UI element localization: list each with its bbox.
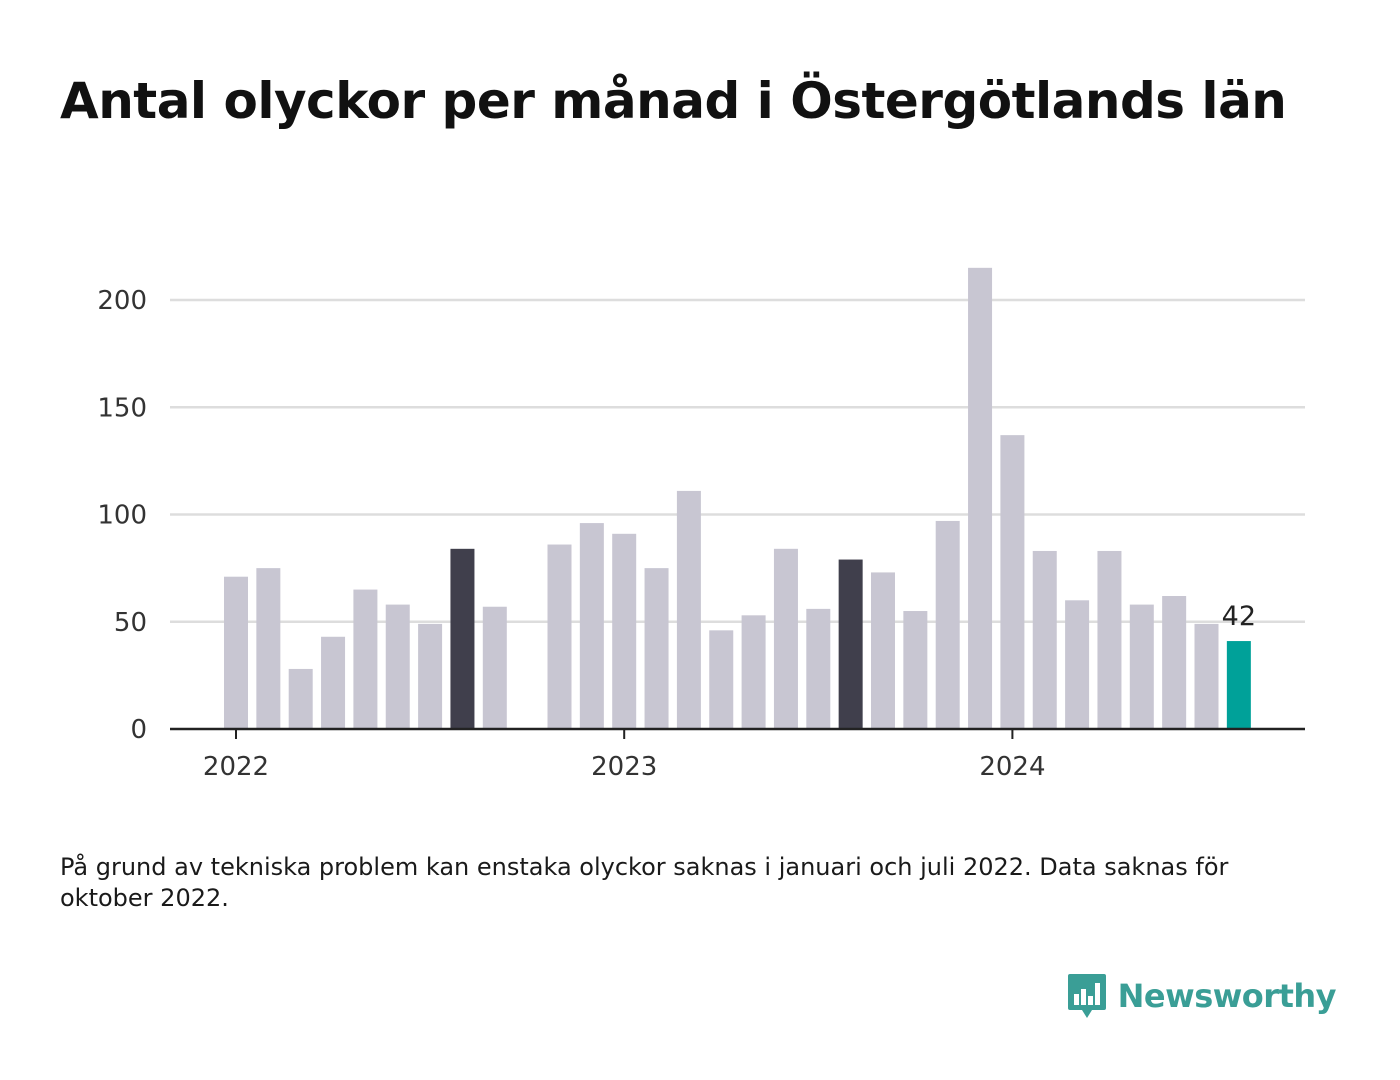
bar-2023-11 [935,520,960,729]
bar-2023-05 [741,615,766,729]
bar-2024-06 [1162,596,1187,729]
chart-title: Antal olyckor per månad i Östergötlands … [60,72,1287,130]
bar-2022-02 [256,568,281,729]
grid-lines [170,298,1305,623]
y-tick-label-100: 100 [97,501,147,531]
bar-2022-11 [547,544,572,729]
bar-2023-04 [709,630,734,729]
x-axis-tick-labels: 2022 2023 2024 [203,752,1046,782]
brand-logo[interactable]: Newsworthy [1066,972,1337,1020]
bar-2024-02 [1032,550,1057,729]
bar-2023-06 [773,548,798,729]
footnote: På grund av tekniska problem kan enstaka… [60,853,1229,912]
bar-2023-02 [644,568,669,729]
bar-2024-08 [1226,641,1251,729]
x-axis [170,727,1305,739]
bar-2023-10 [903,611,928,729]
x-tick-label-2023: 2023 [591,752,657,782]
bar-2023-01 [612,533,637,729]
bar-2022-09 [482,606,507,729]
data-labels: 42 [1222,601,1256,632]
brand-name: Newsworthy [1117,977,1337,1015]
bar-2023-03 [676,490,701,729]
bar-2023-12 [968,267,993,729]
bar-2022-05 [353,589,378,729]
bar-2024-07 [1194,623,1219,729]
y-tick-label-200: 200 [97,286,147,316]
bar-chart: 0 50 100 150 200 2022 2023 2024 42 [97,267,1305,782]
x-tick-label-2024: 2024 [979,752,1045,782]
bar-2022-06 [385,604,410,729]
bar-2024-01 [1000,435,1025,729]
bar-2022-08 [450,548,475,729]
bar-2023-07 [806,608,831,729]
data-label-2024-08: 42 [1222,601,1256,632]
y-tick-label-50: 50 [114,608,147,638]
bar-2022-01 [224,576,248,729]
bar-2022-04 [321,636,346,729]
bar-2023-09 [871,572,895,729]
bar-2024-04 [1097,550,1122,729]
bar-2022-12 [579,523,604,729]
bar-2024-05 [1129,604,1154,729]
y-axis-tick-labels: 0 50 100 150 200 [97,286,147,745]
bar-2022-07 [418,623,443,729]
bar-2022-03 [288,668,313,729]
bar-2024-03 [1065,600,1090,729]
newsworthy-logo-icon [1067,974,1106,1018]
bar-2023-08 [838,559,863,729]
y-tick-label-150: 150 [97,393,147,423]
y-tick-label-0: 0 [130,715,147,745]
x-tick-label-2022: 2022 [203,752,269,782]
bars [224,267,1251,729]
